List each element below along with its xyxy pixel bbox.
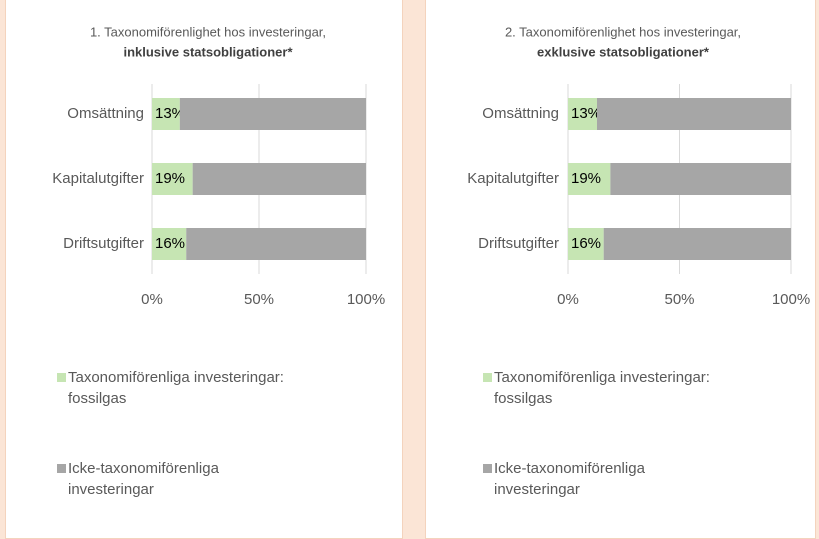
bar-segment	[568, 163, 611, 195]
x-tick-label: 0%	[557, 291, 579, 308]
y-tick-label: Omsättning	[67, 105, 144, 122]
data-label: 13%	[571, 105, 601, 122]
x-tick-label: 100%	[347, 291, 385, 308]
bar-segment	[152, 163, 193, 195]
bar-segment	[186, 228, 366, 260]
legend-swatch	[57, 464, 66, 473]
legend-swatch	[483, 373, 492, 382]
chart-subtitle: inklusive statsobligationer*	[123, 44, 293, 59]
data-label: 16%	[155, 235, 185, 252]
legend-entry: Taxonomiförenliga investeringar: fossilg…	[483, 367, 724, 409]
data-label: 19%	[571, 170, 601, 187]
legend-swatch	[57, 373, 66, 382]
bar-segment	[568, 228, 604, 260]
x-tick-label: 0%	[141, 291, 163, 308]
chart: 2. Taxonomiförenlighet hos investeringar…	[467, 24, 810, 308]
y-tick-label: Kapitalutgifter	[52, 170, 144, 187]
legend-label: Taxonomiförenliga investeringar: fossilg…	[494, 369, 710, 407]
legend-label: Icke-taxonomiförenliga investeringar	[68, 460, 219, 498]
bar-segment	[152, 228, 187, 260]
chart-panel: 1. Taxonomiförenlighet hos investeringar…	[5, 0, 403, 539]
x-tick-label: 50%	[664, 291, 694, 308]
bar-segment	[568, 98, 597, 130]
legend-entry: Icke-taxonomiförenliga investeringar	[57, 458, 298, 500]
bar-segment	[179, 98, 366, 130]
x-tick-label: 50%	[244, 291, 274, 308]
y-tick-label: Omsättning	[482, 105, 559, 122]
data-label: 16%	[571, 235, 601, 252]
legend-entry: Taxonomiförenliga investeringar: fossilg…	[57, 367, 298, 409]
bar-segment	[610, 163, 791, 195]
data-label: 19%	[155, 170, 185, 187]
bar-segment	[152, 98, 180, 130]
x-tick-label: 100%	[772, 291, 810, 308]
chart-subtitle: exklusive statsobligationer*	[537, 44, 710, 59]
bar-segment	[192, 163, 366, 195]
bar-segment	[603, 228, 791, 260]
legend-label: Taxonomiförenliga investeringar: fossilg…	[68, 369, 284, 407]
legend-label: Icke-taxonomiförenliga investeringar	[494, 460, 645, 498]
y-tick-label: Kapitalutgifter	[467, 170, 559, 187]
y-tick-label: Driftsutgifter	[63, 235, 144, 252]
y-tick-label: Driftsutgifter	[478, 235, 559, 252]
legend-entry: Icke-taxonomiförenliga investeringar	[483, 458, 724, 500]
chart: 1. Taxonomiförenlighet hos investeringar…	[52, 24, 385, 308]
chart-title: 2. Taxonomiförenlighet hos investeringar…	[505, 24, 741, 39]
data-label: 13%	[155, 105, 185, 122]
legend-swatch	[483, 464, 492, 473]
bar-segment	[596, 98, 791, 130]
chart-panel: 2. Taxonomiförenlighet hos investeringar…	[425, 0, 816, 539]
chart-title: 1. Taxonomiförenlighet hos investeringar…	[90, 24, 326, 39]
